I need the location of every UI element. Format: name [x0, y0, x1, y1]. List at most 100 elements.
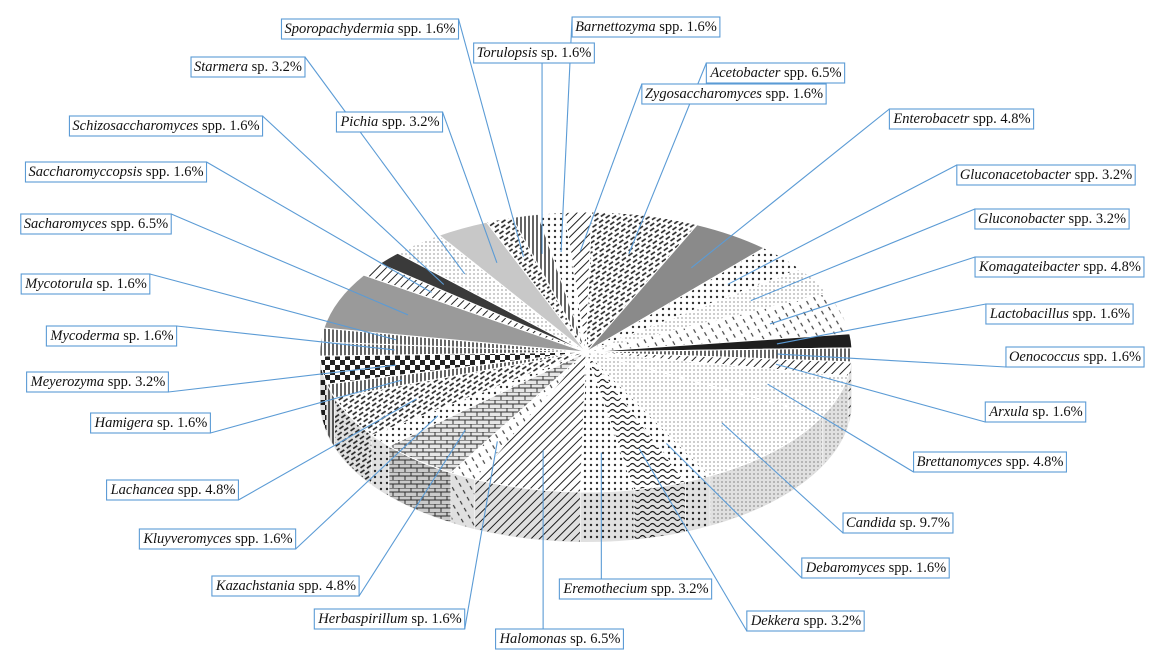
- callout-label-barnettozyma: Barnettozyma spp. 1.6%: [575, 19, 717, 35]
- callout-box-arxula: [984, 401, 1087, 423]
- callout-box-eremothecium: [558, 578, 713, 600]
- leader-line-komagateibacter: [769, 256, 976, 325]
- leader-line-zygosaccharomyces: [579, 83, 643, 252]
- pie-side-shade: [451, 472, 475, 530]
- leader-line-hamigera: [210, 379, 403, 434]
- callout-box-acetobacter: [705, 62, 846, 84]
- callout-box-sporopachydermia: [280, 18, 460, 40]
- pie-side-shade: [474, 479, 581, 542]
- leader-line-saccharomyccopsis: [206, 161, 432, 293]
- callout-box-komagateibacter: [974, 256, 1145, 278]
- callout-label-schizosaccharomyces: Schizosaccharomyces spp. 1.6%: [72, 118, 259, 134]
- callout-label-halomonas: Halomonas sp. 6.5%: [499, 631, 621, 647]
- callout-label-sporopachydermia: Sporopachydermia spp. 1.6%: [284, 21, 455, 37]
- pie-side-shade: [388, 446, 452, 523]
- leader-line-kluyveromyces: [295, 415, 439, 550]
- pie-side-shade: [633, 481, 686, 540]
- callout-box-gluconobacter: [974, 208, 1130, 230]
- callout-box-schizosaccharomyces: [68, 115, 264, 137]
- pie-slice-halomonas: [473, 350, 587, 493]
- leader-line-gluconacetobacter: [727, 164, 958, 285]
- callout-label-meyerozyma: Meyerozyma spp. 3.2%: [30, 374, 166, 390]
- pie-slice-sacharomyces: [323, 274, 587, 353]
- callout-box-sacharomyces: [20, 213, 172, 235]
- callout-label-zygosaccharomyces: Zygosaccharomyces spp. 1.6%: [645, 86, 823, 102]
- leader-line-lachancea: [238, 398, 417, 501]
- callout-box-candida: [842, 512, 954, 534]
- callout-label-debaromyces: Debaromyces spp. 1.6%: [805, 560, 946, 576]
- leader-line-brettanomyces: [767, 383, 914, 473]
- callout-label-arxula: Arxula sp. 1.6%: [988, 404, 1082, 420]
- callout-box-dekkera: [746, 610, 865, 632]
- leader-line-arxula: [775, 363, 986, 423]
- callout-box-mycotorula: [20, 273, 151, 295]
- callout-label-pichia: Pichia spp. 3.2%: [339, 114, 439, 130]
- callout-label-acetobacter: Acetobacter spp. 6.5%: [709, 65, 841, 81]
- leader-line-schizosaccharomyces: [262, 115, 445, 285]
- leader-line-meyerozyma: [168, 364, 397, 393]
- callout-label-brettanomyces: Brettanomyces spp. 4.8%: [917, 454, 1064, 470]
- callout-label-saccharomyccopsis: Saccharomyccopsis spp. 1.6%: [28, 164, 203, 180]
- leader-line-pichia: [442, 111, 498, 263]
- callout-label-hamigera: Hamigera sp. 1.6%: [94, 415, 208, 431]
- leader-line-starmera: [304, 56, 466, 275]
- callout-box-saccharomyccopsis: [24, 161, 208, 183]
- callout-label-gluconobacter: Gluconobacter spp. 3.2%: [978, 211, 1126, 227]
- callout-box-debaromyces: [801, 557, 950, 579]
- leader-line-lactobacillus: [776, 303, 987, 345]
- callout-label-enterobacetr: Enterobacetr spp. 4.8%: [892, 111, 1030, 127]
- callout-box-barnettozyma: [571, 16, 721, 38]
- pie-slice-zygosaccharomyces: [564, 211, 593, 353]
- callout-label-dekkera: Dekkera spp. 3.2%: [750, 613, 861, 629]
- callout-box-oenococcus: [1005, 346, 1145, 368]
- callout-label-oenococcus: Oenococcus spp. 1.6%: [1009, 349, 1141, 365]
- callout-box-torulopsis: [473, 42, 595, 64]
- pie-side-shade: [848, 361, 852, 426]
- pie-slice-candida: [584, 351, 824, 477]
- leader-line-sporopachydermia: [457, 18, 525, 257]
- pie-slice-acetobacter: [585, 211, 699, 354]
- leader-line-oenococcus: [777, 353, 1006, 368]
- callout-label-lactobacillus: Lactobacillus spp. 1.6%: [989, 306, 1130, 322]
- leader-line-debaromyces: [666, 443, 803, 579]
- callout-label-komagateibacter: Komagateibacter spp. 4.8%: [978, 259, 1141, 275]
- callout-label-eremothecium: Eremothecium spp. 3.2%: [562, 581, 708, 597]
- leader-line-mycotorula: [149, 273, 397, 341]
- callout-label-candida: Candida sp. 9.7%: [846, 515, 950, 531]
- callout-label-herbaspirillum: Herbaspirillum sp. 1.6%: [317, 611, 461, 627]
- callout-box-starmera: [190, 56, 306, 78]
- callout-label-starmera: Starmera sp. 3.2%: [194, 59, 302, 75]
- leader-line-enterobacetr: [690, 108, 890, 269]
- callout-label-mycoderma: Mycoderma sp. 1.6%: [49, 328, 173, 344]
- callout-label-kazachstania: Kazachstania spp. 4.8%: [215, 578, 356, 594]
- pie-side-shade: [709, 416, 823, 526]
- callout-box-kazachstania: [211, 575, 360, 597]
- callout-box-zygosaccharomyces: [641, 83, 827, 105]
- pie-side-shade: [580, 489, 634, 542]
- callout-label-torulopsis: Torulopsis sp. 1.6%: [477, 45, 592, 61]
- callout-label-sacharomyces: Sacharomyces spp. 6.5%: [24, 216, 168, 232]
- callout-label-mycotorula: Mycotorula sp. 1.6%: [24, 276, 147, 292]
- pie-side-shade: [334, 397, 372, 486]
- pie-side-shade: [822, 375, 849, 467]
- pie-side-shade: [320, 356, 328, 435]
- callout-label-gluconacetobacter: Gluconacetobacter spp. 3.2%: [960, 167, 1132, 183]
- pie-side-shade: [685, 475, 710, 532]
- leader-line-kazachstania: [358, 429, 466, 597]
- callout-box-herbaspirillum: [313, 608, 466, 630]
- callout-box-mycoderma: [45, 325, 178, 347]
- callout-box-lachancea: [106, 479, 239, 501]
- callout-box-brettanomyces: [913, 451, 1067, 473]
- leader-line-dekkera: [638, 448, 748, 632]
- pie-side-shade: [371, 435, 389, 497]
- callout-box-lactobacillus: [985, 303, 1134, 325]
- callout-box-hamigera: [90, 412, 211, 434]
- callout-box-meyerozyma: [26, 371, 169, 393]
- callout-label-kluyveromyces: Kluyveromyces spp. 1.6%: [142, 531, 292, 547]
- callout-label-lachancea: Lachancea spp. 4.8%: [110, 482, 236, 498]
- leader-line-gluconobacter: [750, 208, 976, 302]
- leader-line-herbaspirillum: [464, 441, 498, 630]
- leader-line-candida: [721, 422, 844, 534]
- leader-line-sacharomyces: [171, 213, 409, 316]
